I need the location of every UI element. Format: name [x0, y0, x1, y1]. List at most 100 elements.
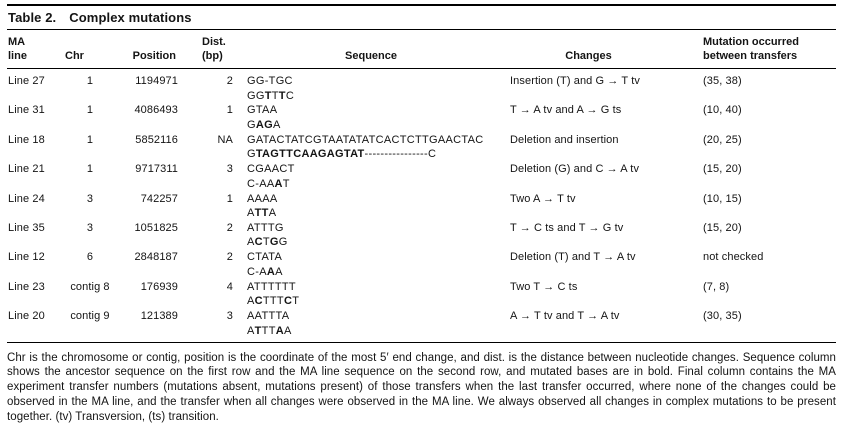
cell-ma-line: Line 27 [8, 75, 45, 87]
cell-dist: 1 [226, 192, 233, 205]
col-header-chr: Chr [65, 50, 84, 62]
cell-chr: 1 [86, 163, 94, 176]
table-title: Table 2. Complex mutations [7, 6, 836, 30]
cell-chr: 1 [86, 75, 94, 87]
cell-changes: Insertion (T) and G → T tv [510, 75, 640, 87]
table-row: Line 27 1 1194971 2 GG-TGC GGTTTC Insert… [7, 74, 836, 103]
cell-position: 176939 [140, 280, 178, 293]
cell-ma-line: Line 18 [8, 133, 45, 146]
cell-sequence: GTAA GAGA [247, 103, 510, 132]
cell-sequence: CTATA C-AAA [247, 250, 510, 279]
cell-changes: T → C ts and T → G tv [510, 221, 624, 234]
cell-position: 742257 [140, 192, 178, 205]
ma-line-sequence: ACTTTCT [247, 295, 300, 308]
cell-position: 4086493 [134, 104, 178, 117]
cell-transfers: (15, 20) [703, 221, 742, 234]
cell-sequence: ATTTG ACTGG [247, 221, 510, 250]
ancestor-sequence: GATACTATCGTAATATATCACTCTTGAACTAC [247, 133, 484, 146]
cell-changes: T → A tv and A → G ts [510, 104, 622, 117]
cell-transfers: (10, 15) [703, 192, 742, 205]
cell-chr: 3 [86, 221, 94, 234]
table-row: Line 12 6 2848187 2 CTATA C-AAA Deletion… [7, 250, 836, 279]
ma-line-sequence: GAGA [247, 118, 281, 131]
cell-changes: Deletion and insertion [510, 133, 619, 146]
cell-dist: 3 [226, 163, 233, 176]
cell-chr: 6 [86, 251, 94, 264]
ancestor-sequence: ATTTG [247, 221, 284, 234]
cell-dist: NA [217, 133, 233, 146]
cell-position: 121389 [140, 310, 178, 323]
cell-dist: 1 [226, 104, 233, 117]
table-row: Line 21 1 9717311 3 CGAACT C-AAAT Deleti… [7, 162, 836, 191]
cell-changes: A → T tv and T → A tv [510, 310, 620, 323]
table-row: Line 35 3 1051825 2 ATTTG ACTGG T → C ts… [7, 221, 836, 250]
cell-chr: contig 9 [70, 310, 110, 323]
table-header-row: MA line Chr Position Dist. (bp) Sequence… [7, 30, 836, 69]
cell-dist: 2 [226, 75, 233, 87]
cell-position: 1194971 [135, 75, 178, 87]
cell-transfers: (10, 40) [703, 104, 742, 117]
cell-dist: 3 [226, 310, 233, 323]
cell-chr: 1 [86, 133, 94, 146]
cell-dist: 4 [226, 280, 233, 293]
col-header-sequence: Sequence [345, 50, 397, 62]
cell-changes: Two T → C ts [510, 280, 578, 293]
table-footnote: Chr is the chromosome or contig, positio… [7, 351, 836, 423]
table-number: Table 2. [8, 10, 57, 25]
table-row: Line 20 contig 9 121389 3 AATTTA ATTTAA … [7, 309, 836, 338]
ancestor-sequence: GG-TGC [247, 75, 293, 87]
table-2: Table 2. Complex mutations MA line Chr Po… [7, 4, 836, 343]
cell-sequence: AATTTA ATTTAA [247, 309, 510, 338]
table-row: Line 24 3 742257 1 AAAA ATTA Two A → T t… [7, 192, 836, 221]
ma-line-sequence: C-AAAT [247, 177, 290, 190]
cell-sequence: ATTTTTT ACTTTCT [247, 280, 510, 309]
cell-ma-line: Line 24 [8, 192, 45, 205]
cell-dist: 2 [226, 221, 233, 234]
cell-sequence: GATACTATCGTAATATATCACTCTTGAACTAC GTAGTTC… [247, 133, 510, 162]
cell-transfers: not checked [703, 251, 764, 264]
col-header-transfers: Mutation occurred between transfers [703, 36, 799, 62]
ancestor-sequence: GTAA [247, 104, 278, 117]
cell-changes: Deletion (G) and C → A tv [510, 163, 640, 176]
ma-line-sequence: ATTTAA [247, 324, 292, 337]
cell-transfers: (15, 20) [703, 163, 742, 176]
cell-sequence: CGAACT C-AAAT [247, 162, 510, 191]
ma-line-sequence: C-AAA [247, 265, 283, 278]
cell-ma-line: Line 35 [8, 221, 45, 234]
cell-position: 2848187 [134, 251, 178, 264]
ancestor-sequence: ATTTTTT [247, 280, 296, 293]
cell-position: 1051825 [134, 221, 178, 234]
cell-changes: Deletion (T) and T → A tv [510, 251, 636, 264]
cell-transfers: (7, 8) [703, 280, 730, 293]
cell-sequence: AAAA ATTA [247, 192, 510, 221]
cell-sequence: GG-TGC GGTTTC [247, 74, 510, 103]
cell-ma-line: Line 20 [8, 310, 45, 323]
cell-chr: 1 [86, 104, 94, 117]
col-header-changes: Changes [565, 50, 612, 62]
ma-line-sequence: ACTGG [247, 236, 288, 249]
col-header-position: Position [132, 50, 176, 62]
ancestor-sequence: AAAA [247, 192, 278, 205]
table-row: Line 31 1 4086493 1 GTAA GAGA T → A tv a… [7, 103, 836, 132]
table-body: Line 27 1 1194971 2 GG-TGC GGTTTC Insert… [7, 69, 836, 343]
cell-position: 9717311 [135, 163, 178, 176]
col-header-ma-line: MA line [8, 36, 27, 62]
ma-line-sequence: GTAGTTCAAGAGTAT----------------C [247, 148, 437, 161]
ma-line-sequence: ATTA [247, 207, 277, 220]
cell-transfers: (30, 35) [703, 310, 742, 323]
cell-ma-line: Line 12 [8, 251, 45, 264]
table-row: Line 18 1 5852116 NA GATACTATCGTAATATATC… [7, 133, 836, 162]
table-caption: Complex mutations [69, 10, 192, 25]
cell-ma-line: Line 31 [8, 104, 45, 117]
cell-chr: contig 8 [70, 280, 110, 293]
ancestor-sequence: AATTTA [247, 310, 290, 323]
ancestor-sequence: CTATA [247, 251, 283, 264]
cell-ma-line: Line 23 [8, 280, 45, 293]
cell-transfers: (20, 25) [703, 133, 742, 146]
cell-changes: Two A → T tv [510, 192, 576, 205]
cell-chr: 3 [86, 192, 94, 205]
cell-dist: 2 [226, 251, 233, 264]
cell-ma-line: Line 21 [8, 163, 45, 176]
ma-line-sequence: GGTTTC [247, 89, 295, 102]
